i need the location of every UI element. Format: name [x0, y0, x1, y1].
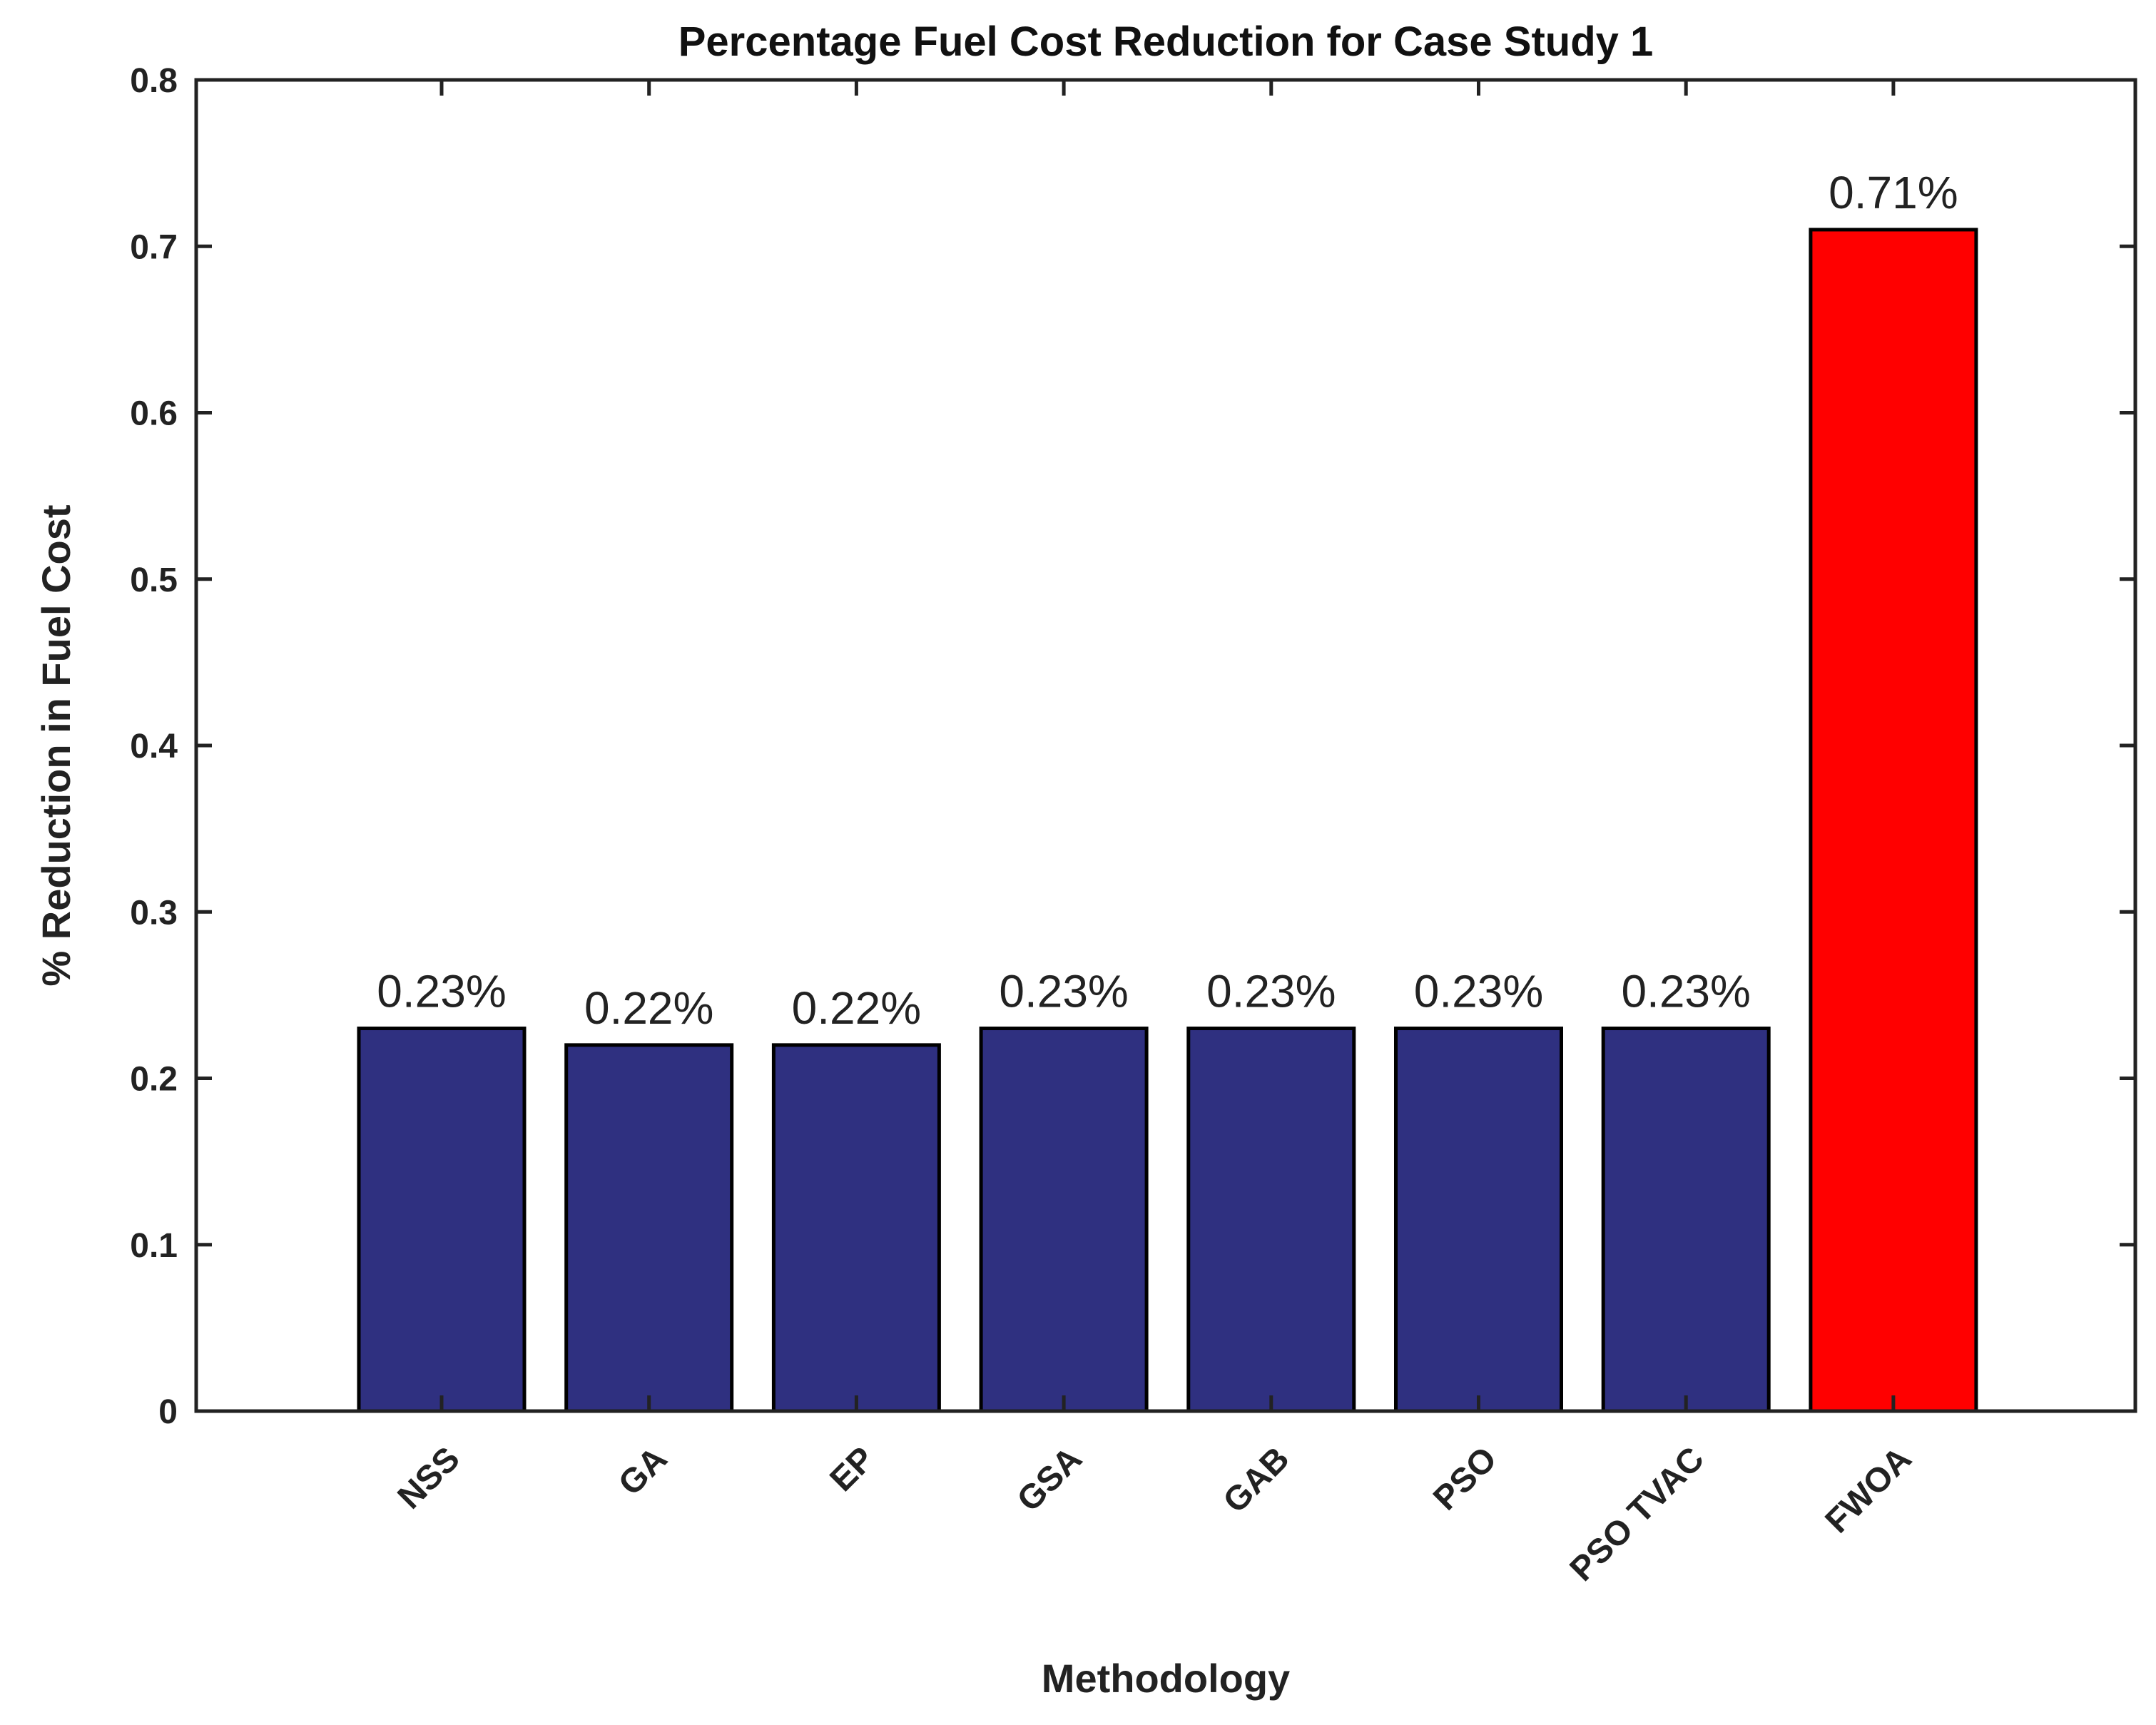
y-tick-label: 0.6 [130, 395, 178, 433]
x-tick-label: NSS [391, 1440, 467, 1516]
data-label: 0.22% [792, 982, 921, 1034]
x-tick-label: PSO TVAC [1563, 1440, 1712, 1588]
data-label: 0.23% [377, 966, 506, 1017]
y-tick-label: 0.8 [130, 62, 178, 100]
y-axis-label: % Reduction in Fuel Cost [34, 504, 78, 986]
y-tick-label: 0 [158, 1393, 178, 1431]
bar-pso-tvac [1601, 1027, 1771, 1413]
y-tick-label: 0.5 [130, 561, 178, 599]
y-tick-label: 0.7 [130, 228, 178, 266]
y-tick-label: 0.4 [130, 728, 178, 765]
bar-ep [771, 1043, 941, 1413]
data-label: 0.71% [1829, 167, 1958, 218]
bar-nss [357, 1027, 527, 1413]
bar-gsa [979, 1027, 1149, 1413]
x-axis-label: Methodology [1042, 1656, 1290, 1701]
y-tick-label: 0.1 [130, 1227, 178, 1265]
bar-fwoa [1809, 228, 1978, 1413]
bar-pso [1394, 1027, 1563, 1413]
plot-area-frame [194, 78, 2137, 1413]
chart-title: Percentage Fuel Cost Reduction for Case … [678, 19, 1654, 65]
data-label: 0.23% [999, 966, 1128, 1017]
x-tick-label: GAB [1216, 1440, 1297, 1520]
x-tick-label: GSA [1010, 1440, 1089, 1519]
data-label: 0.23% [1414, 966, 1543, 1017]
data-label: 0.22% [584, 982, 713, 1034]
y-tick-label: 0.2 [130, 1061, 178, 1099]
y-tick-label: 0.3 [130, 894, 178, 932]
x-tick-label: EP [823, 1440, 882, 1499]
bar-gab [1186, 1027, 1356, 1413]
bar-ga [564, 1043, 734, 1413]
x-tick-label: FWOA [1819, 1440, 1919, 1540]
x-tick-label: GA [611, 1440, 674, 1502]
data-label: 0.23% [1621, 966, 1750, 1017]
data-label: 0.23% [1206, 966, 1336, 1017]
x-tick-label: PSO [1426, 1440, 1504, 1517]
